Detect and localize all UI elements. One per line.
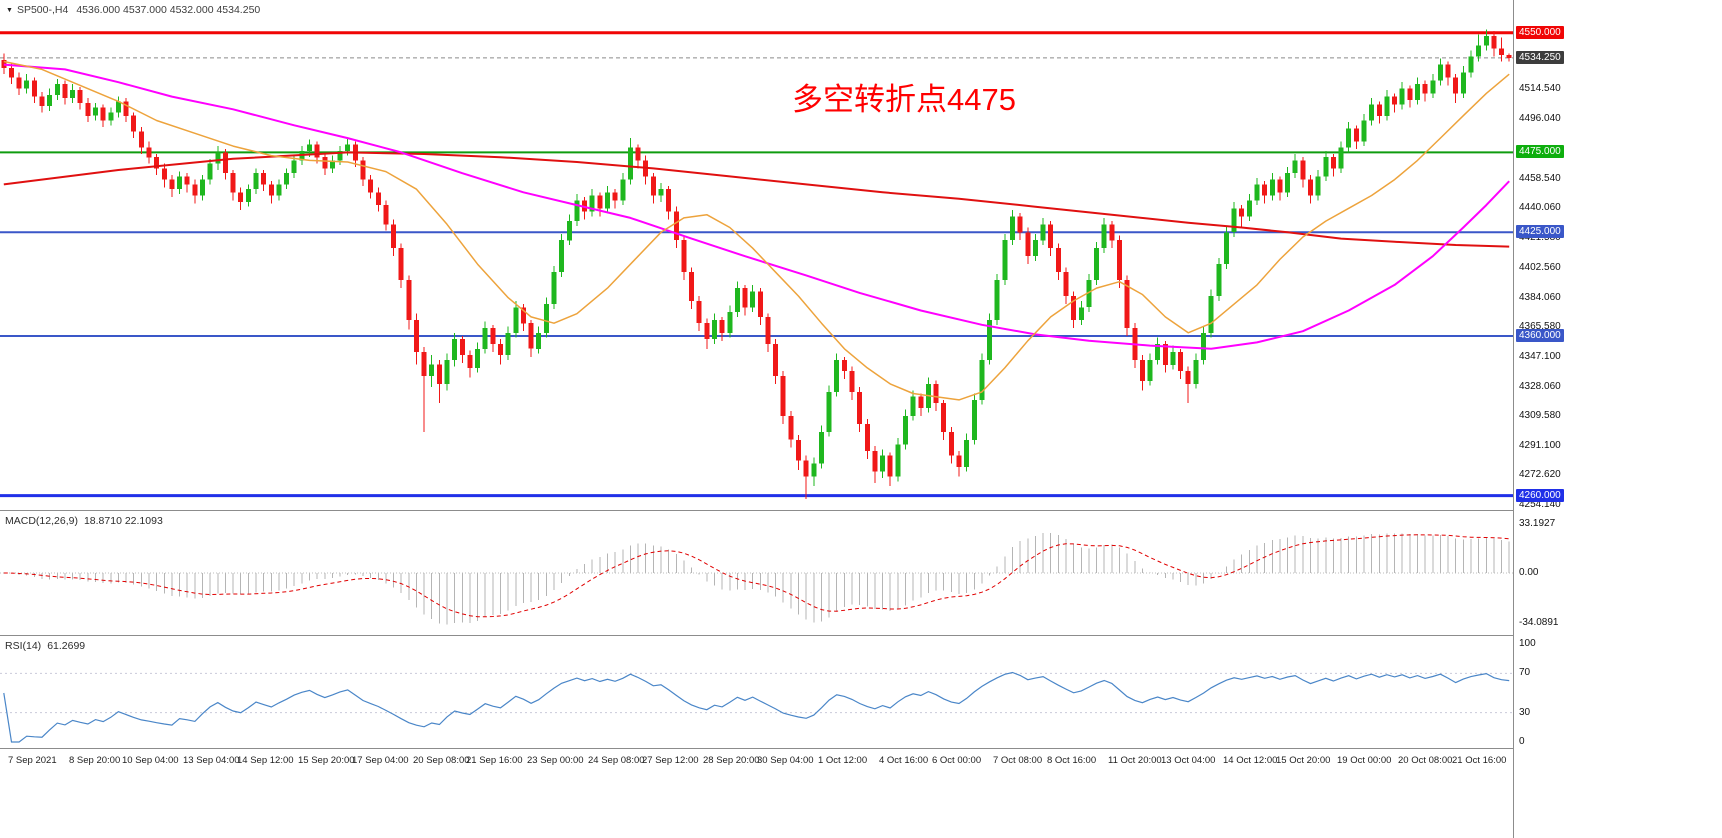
price-axis-label: 4458.540 bbox=[1519, 173, 1561, 184]
rsi-indicator-label: RSI(14) 61.2699 bbox=[5, 640, 85, 652]
price-axis[interactable]: 4514.5404496.0404458.5404440.0604421.580… bbox=[1513, 0, 1722, 838]
macd-histogram bbox=[11, 532, 1510, 625]
macd-signal-line bbox=[3, 534, 1510, 618]
time-axis-label: 21 Sep 16:00 bbox=[466, 755, 523, 766]
time-axis-label: 13 Oct 04:00 bbox=[1161, 755, 1216, 766]
time-axis-label: 13 Sep 04:00 bbox=[183, 755, 240, 766]
time-axis[interactable]: 7 Sep 2021 8 Sep 20:00 10 Sep 04:00 13 Sep … bbox=[0, 749, 1513, 838]
price-badge: 4260.000 bbox=[1516, 489, 1564, 502]
time-axis-label: 8 Sep 20:00 bbox=[69, 755, 121, 766]
price-axis-label: 4402.560 bbox=[1519, 262, 1561, 273]
time-axis-label: 8 Oct 16:00 bbox=[1047, 755, 1097, 766]
price-axis-label: 4291.100 bbox=[1519, 440, 1561, 451]
price-axis-label: 4272.620 bbox=[1519, 469, 1561, 480]
time-axis-label: 4 Oct 16:00 bbox=[879, 755, 929, 766]
price-axis-label: 4365.580 bbox=[1519, 321, 1561, 332]
horizontal-lines-layer bbox=[0, 31, 1513, 498]
time-axis-label: 6 Oct 00:00 bbox=[932, 755, 982, 766]
macd-axis-label: -34.0891 bbox=[1519, 617, 1559, 628]
rsi-canvas[interactable] bbox=[0, 636, 1513, 748]
time-axis-label: 7 Oct 08:00 bbox=[993, 755, 1043, 766]
macd-name: MACD(12,26,9) bbox=[5, 515, 78, 527]
rsi-axis-label: 30 bbox=[1519, 707, 1531, 718]
time-axis-label: 17 Sep 04:00 bbox=[352, 755, 409, 766]
time-axis-label: 1 Oct 12:00 bbox=[818, 755, 868, 766]
time-axis-label: 30 Sep 04:00 bbox=[757, 755, 814, 766]
symbol-dropdown-icon[interactable]: ▼ bbox=[6, 7, 13, 14]
ma-slow-red bbox=[3, 151, 1510, 248]
time-axis-label: 11 Oct 20:00 bbox=[1108, 755, 1162, 766]
price-badge: 4425.000 bbox=[1516, 225, 1564, 238]
rsi-axis-label: 100 bbox=[1519, 638, 1536, 649]
panel-separator-rsi[interactable] bbox=[0, 635, 1722, 636]
price-axis-label: 4514.540 bbox=[1519, 83, 1561, 94]
time-axis-label: 7 Sep 2021 bbox=[8, 755, 57, 766]
price-badge: 4550.000 bbox=[1516, 26, 1564, 39]
time-axis-separator bbox=[0, 748, 1722, 749]
time-axis-label: 27 Sep 12:00 bbox=[642, 755, 699, 766]
price-badge: 4475.000 bbox=[1516, 145, 1564, 158]
chart-title: ▼ SP500-,H4 4536.000 4537.000 4532.000 453… bbox=[6, 4, 260, 16]
price-axis-label: 4309.580 bbox=[1519, 410, 1561, 421]
ma-fast-orange bbox=[3, 60, 1510, 401]
price-axis-label: 4496.040 bbox=[1519, 113, 1561, 124]
rsi-line bbox=[3, 671, 1510, 743]
rsi-name: RSI(14) bbox=[5, 640, 42, 652]
rsi-axis-label: 0 bbox=[1519, 736, 1525, 747]
time-axis-label: 28 Sep 20:00 bbox=[703, 755, 760, 766]
time-axis-label: 15 Sep 20:00 bbox=[298, 755, 355, 766]
rsi-value: 61.2699 bbox=[47, 640, 86, 652]
time-axis-label: 21 Oct 16:00 bbox=[1452, 755, 1507, 766]
price-axis-label: 4384.060 bbox=[1519, 292, 1561, 303]
macd-values: 18.8710 22.1093 bbox=[83, 515, 163, 527]
price-axis-label: 4347.100 bbox=[1519, 351, 1561, 362]
panel-separator-macd[interactable] bbox=[0, 510, 1722, 511]
macd-canvas[interactable] bbox=[0, 511, 1513, 635]
price-axis-label: 4440.060 bbox=[1519, 202, 1561, 213]
time-axis-label: 14 Sep 12:00 bbox=[237, 755, 294, 766]
price-axis-label: 4254.140 bbox=[1519, 499, 1561, 510]
macd-axis-label: 0.00 bbox=[1519, 567, 1539, 578]
candles-layer bbox=[1, 29, 1512, 499]
chart-annotation-text[interactable]: 多空转折点4475 bbox=[792, 82, 1016, 117]
ohlc-readout: 4536.000 4537.000 4532.000 4534.250 bbox=[76, 4, 261, 16]
price-axis-label: 4328.060 bbox=[1519, 381, 1561, 392]
time-axis-label: 20 Sep 08:00 bbox=[413, 755, 470, 766]
main-chart-canvas[interactable] bbox=[0, 0, 1513, 510]
price-badge: 4360.000 bbox=[1516, 329, 1564, 342]
time-axis-label: 19 Oct 00:00 bbox=[1337, 755, 1392, 766]
macd-axis-label: 33.1927 bbox=[1519, 518, 1556, 529]
time-axis-label: 20 Oct 08:00 bbox=[1398, 755, 1453, 766]
ma-medium-magenta bbox=[3, 63, 1510, 350]
symbol-timeframe-label: SP500-,H4 bbox=[16, 4, 69, 16]
time-axis-label: 14 Oct 12:00 bbox=[1223, 755, 1278, 766]
time-axis-label: 15 Oct 20:00 bbox=[1276, 755, 1331, 766]
time-axis-label: 10 Sep 04:00 bbox=[122, 755, 179, 766]
time-axis-label: 24 Sep 08:00 bbox=[588, 755, 645, 766]
time-axis-label: 23 Sep 00:00 bbox=[527, 755, 584, 766]
price-badge: 4534.250 bbox=[1516, 51, 1564, 64]
rsi-axis-label: 70 bbox=[1519, 667, 1531, 678]
macd-indicator-label: MACD(12,26,9) 18.8710 22.1093 bbox=[5, 515, 163, 527]
